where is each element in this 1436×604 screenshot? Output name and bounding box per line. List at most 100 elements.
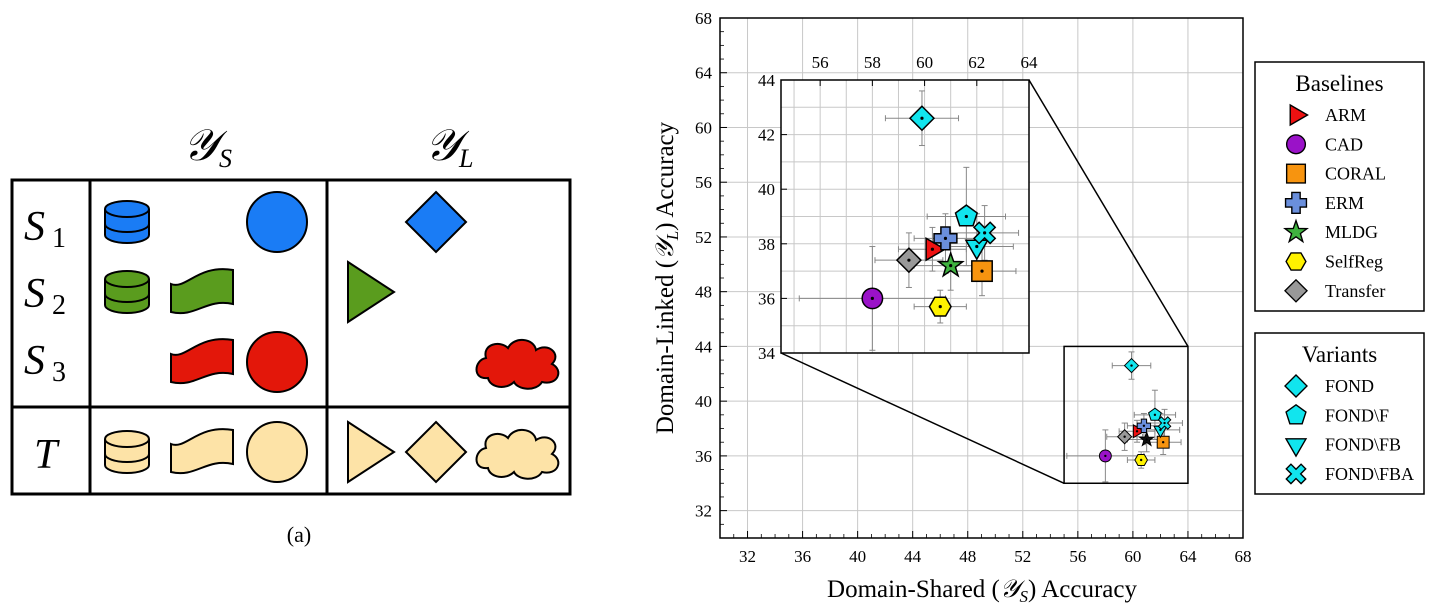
zoom-connector-top (1028, 79, 1189, 347)
point-center (1104, 454, 1107, 458)
legend-marker-mldg (1283, 218, 1309, 244)
inset-y-tick-label: 38 (758, 235, 775, 254)
x-tick-label: 56 (1069, 547, 1086, 566)
y-tick-label: 36 (695, 447, 712, 466)
x-tick-label: 36 (794, 547, 811, 566)
t-circle-icon (246, 421, 308, 483)
panel-a-table: 𝒴 S 𝒴 L S 1 S 2 S 3 T (a) (10, 120, 572, 547)
x-tick-label: 48 (959, 547, 976, 566)
point-center (1153, 413, 1157, 417)
t-diamond-icon (404, 420, 468, 484)
main-data-points (1066, 351, 1183, 483)
legend-marker-fond (1284, 374, 1308, 398)
legend-label: FOND\F (1325, 405, 1389, 425)
legend-label: ARM (1325, 105, 1366, 125)
t-cylinder-icon (104, 430, 150, 474)
s2-triangle-icon (347, 260, 396, 324)
row-label-s1: S 1 (24, 204, 66, 254)
point-center (907, 258, 911, 262)
legend-marker-arm (1289, 103, 1309, 127)
point-center (975, 244, 979, 249)
point-center (964, 214, 968, 219)
svg-text:S: S (24, 271, 45, 317)
x-tick-label: 64 (1179, 547, 1197, 566)
inset-y-tick-label: 40 (758, 180, 775, 199)
y-tick-label: 48 (695, 283, 712, 302)
inset-x-tick-label: 64 (1021, 53, 1039, 72)
x-tick-label: 44 (904, 547, 922, 566)
inset-y-tick-label: 44 (758, 71, 776, 90)
y-tick-label: 56 (695, 173, 712, 192)
point-center (1135, 430, 1139, 433)
col-header-linked: 𝒴 L (425, 120, 473, 173)
point-center (943, 236, 948, 240)
legend-marker-transfer (1284, 278, 1308, 303)
inset-data-points (798, 90, 1020, 351)
legend-label: SelfReg (1325, 252, 1383, 272)
legend-title: Baselines (1295, 71, 1383, 96)
table-border (10, 178, 572, 496)
x-tick-label: 68 (1235, 547, 1252, 566)
s1-diamond-icon (404, 190, 468, 254)
legend-label: FOND\FB (1325, 435, 1401, 455)
inset-y-tick-label: 42 (758, 126, 775, 145)
row-label-s2: S 2 (24, 271, 66, 321)
legend-marker-fond-f (1285, 404, 1307, 425)
y-tick-label: 60 (695, 118, 712, 137)
legend-marker-fond-fba (1285, 463, 1307, 485)
t-cloud-icon (475, 429, 560, 480)
point-center (1139, 458, 1143, 462)
col-header-linked-sub: L (458, 144, 473, 173)
scatter-chart: 32 36 40 44 48 52 56 60 64 68 32 36 40 44 48 52 56 60 64 68… (650, 9, 1425, 604)
s2-cylinder-icon (104, 270, 150, 314)
s1-cylinder-icon (104, 200, 150, 244)
legend-marker-coral (1285, 163, 1307, 184)
point-center (1123, 435, 1126, 438)
x-axis-label: Domain-Shared (𝒴S) Accuracy (827, 574, 1137, 604)
legend-marker-fond-fb (1284, 438, 1308, 458)
legend-frame (1254, 332, 1425, 495)
point-center (1163, 421, 1166, 425)
legend-label: FOND (1325, 376, 1374, 396)
legend-marker-selfreg (1285, 252, 1307, 271)
point-center (1142, 424, 1146, 427)
inset-x-tick-label: 60 (916, 53, 933, 72)
legend-label: Transfer (1325, 281, 1385, 301)
legend-baselines: Baselines ARM CAD CORAL ERM MLDG SelfReg Transf… (1254, 61, 1425, 312)
legend-frame (1254, 61, 1425, 312)
inset-plot: 56 58 60 62 64 34 36 38 40 42 44 (758, 53, 1189, 484)
row-label-s3: S 3 (24, 338, 66, 388)
point-center (870, 296, 874, 300)
s1-circle-icon (246, 191, 308, 253)
legend-label: FOND\FBA (1325, 464, 1414, 484)
point-center (1130, 364, 1133, 367)
s3-wave-icon (170, 338, 234, 385)
y-tick-label: 68 (695, 9, 712, 28)
point-center (1145, 438, 1148, 441)
point-center (930, 247, 935, 251)
svg-text:S: S (24, 204, 45, 250)
legend-variants: Variants FOND FOND\F FOND\FB FOND\FBA (1254, 332, 1425, 495)
y-tick-label: 40 (695, 392, 712, 411)
point-center (920, 116, 924, 120)
legend-title: Variants (1302, 342, 1377, 367)
legend-label: CORAL (1325, 164, 1386, 184)
inset-x-tick-label: 62 (968, 53, 985, 72)
col-header-shared: 𝒴 S (183, 120, 232, 173)
inset-y-tick-label: 34 (758, 344, 776, 363)
x-tick-label: 52 (1014, 547, 1031, 566)
svg-text:1: 1 (52, 223, 66, 254)
zoom-box (1063, 345, 1189, 485)
legend-label: CAD (1325, 134, 1363, 154)
point-center (938, 304, 942, 309)
inset-x-tick-label: 56 (812, 53, 829, 72)
svg-text:T: T (34, 432, 60, 478)
point-center (980, 269, 984, 273)
panel-a-caption: (a) (287, 522, 311, 547)
legend-marker-erm (1284, 191, 1308, 215)
y-tick-label: 32 (695, 502, 712, 521)
s3-cloud-icon (475, 339, 560, 390)
y-tick-label: 44 (695, 337, 713, 356)
zoom-region (1063, 345, 1189, 485)
